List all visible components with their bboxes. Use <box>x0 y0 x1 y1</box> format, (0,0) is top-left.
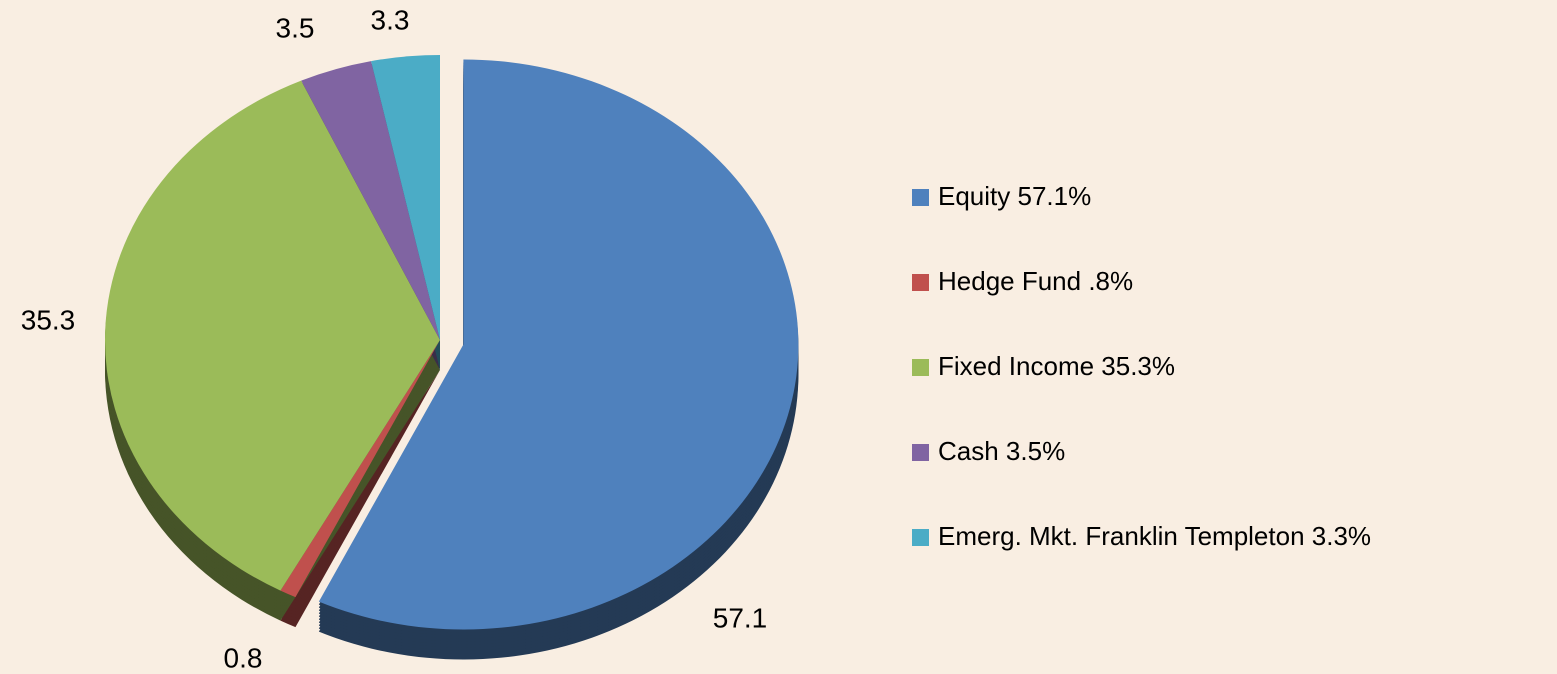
legend-swatch <box>912 359 929 376</box>
data-label: 3.5 <box>276 12 315 43</box>
legend-label: Hedge Fund .8% <box>938 266 1133 296</box>
legend-swatch <box>912 529 929 546</box>
legend-swatch <box>912 189 929 206</box>
legend-label: Fixed Income 35.3% <box>938 351 1175 381</box>
legend-label: Emerg. Mkt. Franklin Templeton 3.3% <box>938 521 1371 551</box>
slice <box>104 80 441 591</box>
data-label: 3.3 <box>371 4 410 35</box>
legend-label: Equity 57.1% <box>938 181 1091 211</box>
legend-label: Cash 3.5% <box>938 436 1065 466</box>
legend-swatch <box>912 274 929 291</box>
data-label: 35.3 <box>21 304 76 335</box>
slice <box>280 340 440 598</box>
slice <box>318 59 799 630</box>
slice <box>301 61 440 341</box>
data-label: 0.8 <box>224 642 263 673</box>
data-label: 57.1 <box>713 602 768 633</box>
slice <box>371 55 440 340</box>
legend-swatch <box>912 444 929 461</box>
